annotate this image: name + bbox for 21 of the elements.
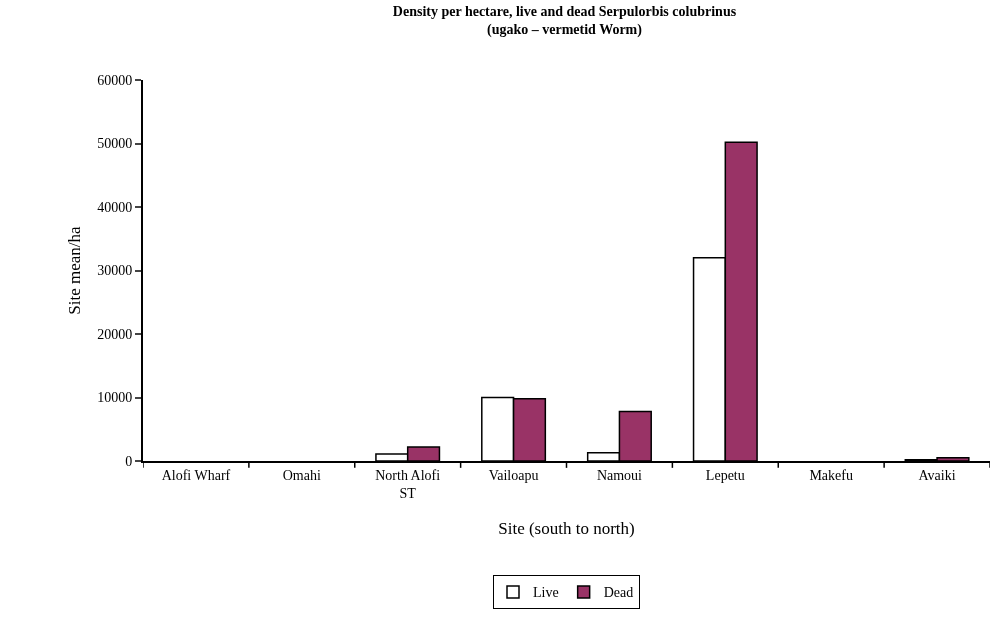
x-axis-title: Site (south to north)	[498, 518, 635, 538]
y-tick-label: 50000	[97, 136, 133, 152]
y-axis-title: Site mean/ha	[65, 225, 85, 315]
x-tick-label: Makefu	[809, 467, 853, 483]
x-tick-label: Vailoapu	[488, 467, 539, 483]
x-tick-label: Lepetu	[705, 467, 745, 483]
y-tick-label: 40000	[97, 199, 133, 215]
y-tick-label: 20000	[97, 326, 133, 342]
y-tick-label: 30000	[97, 263, 133, 279]
x-tick-label: Alofi Wharf	[161, 467, 231, 483]
x-tick-label: Namoui	[596, 467, 643, 483]
legend-label: Live	[533, 585, 559, 601]
x-tick-label: Omahi	[282, 467, 321, 483]
x-tick-label: North Alofi ST	[375, 467, 441, 501]
chart-title: Density per hectare, live and dead Serpulorbis colubrinus	[392, 3, 737, 19]
y-tick-label: 0	[125, 453, 133, 469]
y-tick-label: 60000	[97, 72, 133, 88]
chart-subtitle: (ugako – vermetid Worm)	[487, 21, 643, 38]
x-tick-label: Avaiki	[918, 467, 956, 483]
y-tick-label: 10000	[97, 390, 133, 406]
legend-label: Dead	[603, 585, 634, 601]
